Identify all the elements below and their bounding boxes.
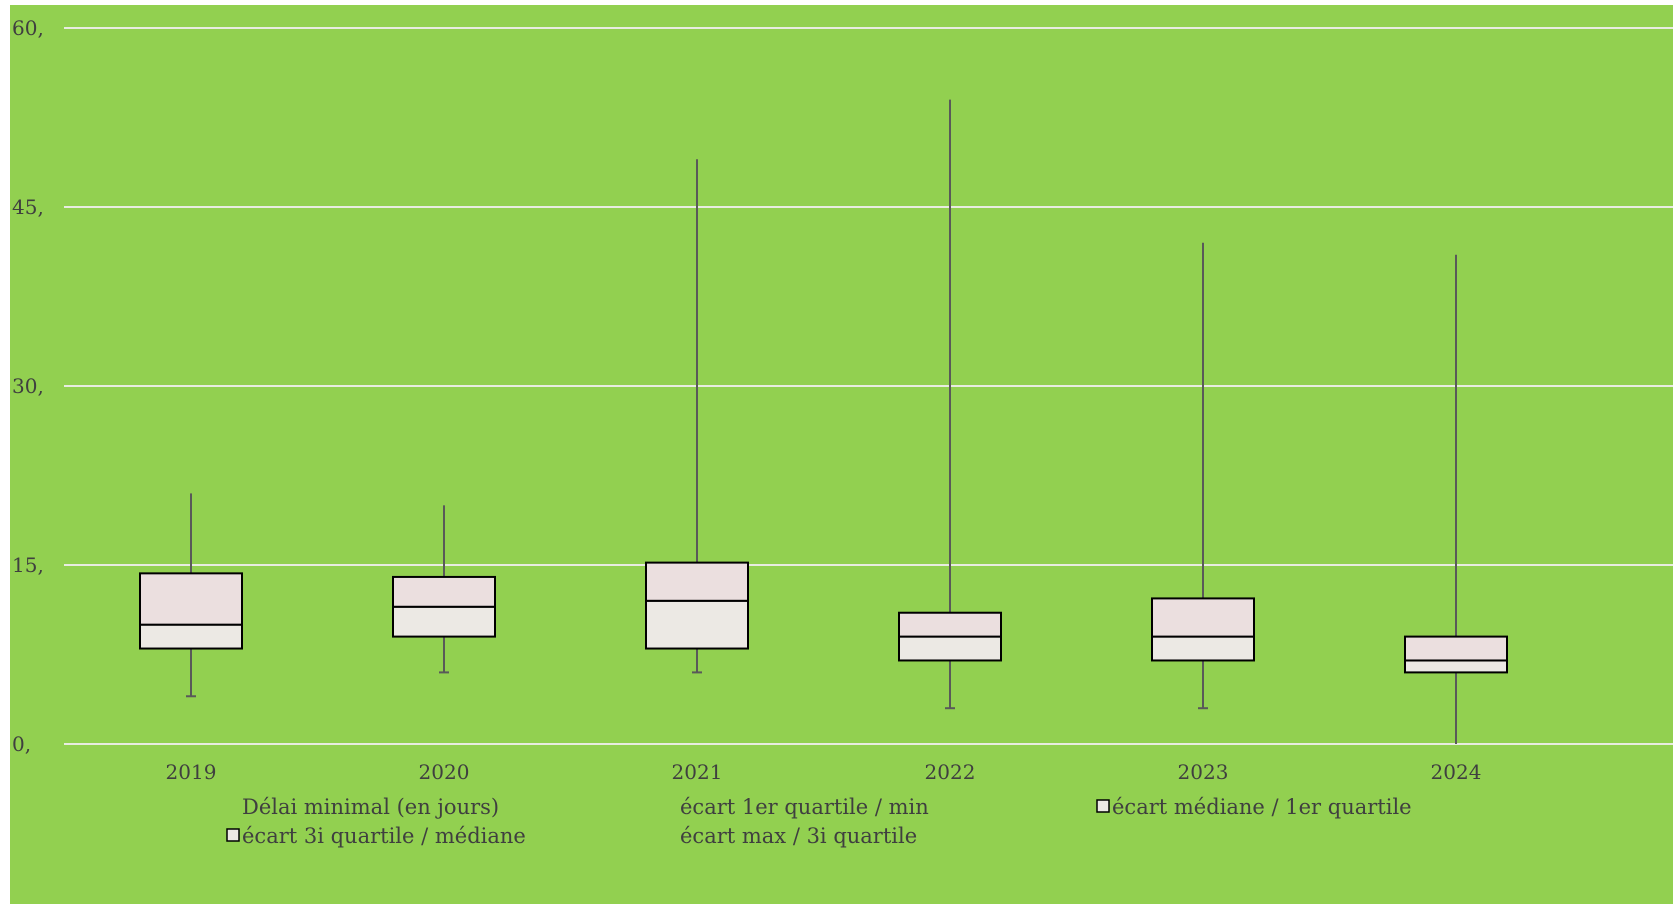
- legend-label: écart 3i quartile / médiane: [242, 824, 526, 848]
- legend-item: Délai minimal (en jours): [242, 795, 499, 819]
- box-2021: [645, 159, 749, 674]
- legend-label: écart max / 3i quartile: [680, 824, 917, 848]
- box-lower: [1151, 635, 1255, 662]
- box-2022: [898, 99, 1002, 710]
- box-2024: [1404, 254, 1508, 744]
- legend-label: écart 1er quartile / min: [680, 795, 929, 819]
- box-upper: [139, 572, 243, 626]
- boxplot-chart: 0,15,30,45,60, 2019 2020 2021 2022 2023 2024 …: [10, 5, 1673, 904]
- box-upper: [1404, 635, 1508, 662]
- legend-item: écart 3i quartile / médiane: [226, 824, 526, 848]
- box-2023: [1151, 242, 1255, 710]
- x-tick-label: 2024: [1431, 760, 1482, 784]
- gridlines: [64, 27, 1673, 745]
- box-lower: [1404, 659, 1508, 674]
- box-lower: [392, 605, 496, 638]
- box-upper: [898, 611, 1002, 638]
- legend-item: écart médiane / 1er quartile: [1096, 795, 1412, 819]
- legend-label: Délai minimal (en jours): [242, 795, 499, 819]
- x-tick-label: 2019: [166, 760, 217, 784]
- box-lower: [139, 623, 243, 650]
- y-tick-label: 15,: [12, 553, 44, 577]
- y-tick-label: 30,: [12, 374, 44, 398]
- legend-swatch: [1096, 799, 1110, 813]
- box-upper: [392, 575, 496, 608]
- box-lower: [898, 635, 1002, 662]
- box-upper: [645, 561, 749, 602]
- y-axis-ticks: 0, 15, 30, 45, 60,: [12, 16, 44, 756]
- box-2020: [392, 505, 496, 674]
- legend: Délai minimal (en jours) écart 1er quarti…: [226, 795, 1412, 848]
- box-upper: [1151, 597, 1255, 638]
- box-2019: [139, 493, 243, 698]
- chart-frame: 0, 15, 30, 45, 60, 2019 2020 2021 2022 2023 2024 …: [10, 5, 1673, 904]
- y-tick-label: 60,: [12, 16, 44, 40]
- legend-label: écart médiane / 1er quartile: [1112, 795, 1412, 819]
- legend-item: écart 1er quartile / min: [680, 795, 929, 819]
- box-lower: [645, 599, 749, 650]
- y-tick-label: 45,: [12, 195, 44, 219]
- x-tick-label: 2020: [419, 760, 470, 784]
- chart-background: [10, 5, 1673, 904]
- x-tick-label: 2021: [672, 760, 723, 784]
- x-tick-label: 2022: [925, 760, 976, 784]
- legend-swatch: [226, 828, 240, 842]
- y-tick-label: 0,: [12, 732, 31, 756]
- x-tick-label: 2023: [1178, 760, 1229, 784]
- boxes: [139, 99, 1508, 744]
- legend-item: écart max / 3i quartile: [680, 824, 917, 848]
- x-axis-labels: 2019 2020 2021 2022 2023 2024: [166, 760, 1482, 784]
